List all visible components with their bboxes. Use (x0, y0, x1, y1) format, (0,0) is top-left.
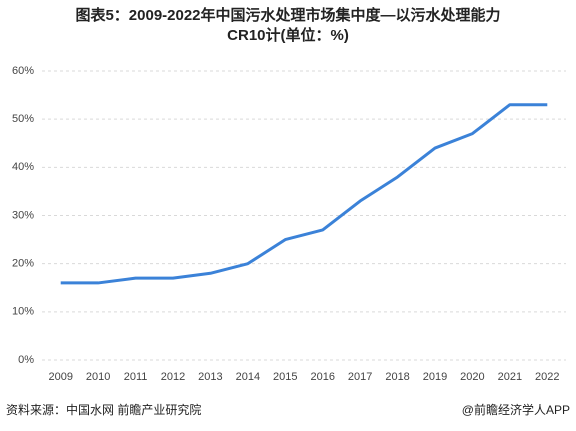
y-tick-label: 30% (12, 209, 34, 221)
y-tick-label: 20% (12, 258, 34, 270)
y-tick-label: 60% (12, 65, 34, 77)
x-tick-label: 2017 (348, 371, 372, 383)
chart-title: 图表5：2009-2022年中国污水处理市场集中度—以污水处理能力CR10计(单… (75, 7, 501, 44)
x-tick-label: 2012 (161, 371, 185, 383)
x-tick-label: 2021 (498, 371, 522, 383)
y-tick-label: 50% (12, 113, 34, 125)
x-tick-label: 2020 (460, 371, 484, 383)
x-tick-label: 2018 (385, 371, 409, 383)
x-tick-label: 2011 (124, 371, 148, 383)
x-tick-label: 2010 (86, 371, 110, 383)
x-tick-label: 2015 (273, 371, 297, 383)
y-tick-label: 10% (12, 306, 34, 318)
x-tick-label: 2013 (198, 371, 222, 383)
x-tick-label: 2019 (423, 371, 447, 383)
x-tick-label: 2014 (236, 371, 260, 383)
y-tick-label: 0% (18, 354, 34, 366)
y-tick-label: 40% (12, 161, 34, 173)
x-tick-label: 2009 (48, 371, 72, 383)
source-note: 资料来源：中国水网 前瞻产业研究院 (6, 402, 201, 417)
x-tick-label: 2022 (535, 371, 559, 383)
data-line (60, 103, 548, 285)
x-tick-label: 2016 (310, 371, 334, 383)
credit: @前瞻经济学人APP (462, 402, 570, 417)
